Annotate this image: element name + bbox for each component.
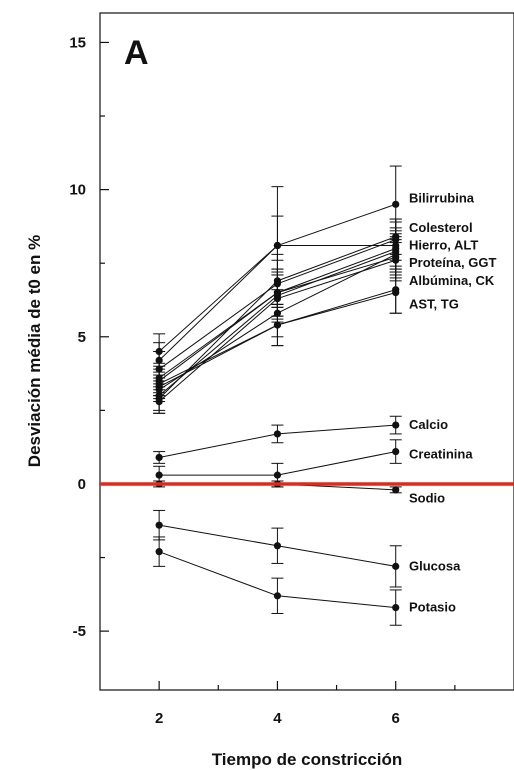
x-tick-label: 6 <box>392 710 400 727</box>
data-point <box>392 486 400 494</box>
series-label: Hierro, ALT <box>409 238 478 253</box>
y-tick-label: 10 <box>69 182 86 199</box>
series-label: Potasio <box>409 600 456 615</box>
series-label: Colesterol <box>409 220 473 235</box>
data-point <box>273 241 282 250</box>
x-axis-title: Tiempo de constricción <box>212 750 403 769</box>
x-tick-label: 2 <box>155 710 163 727</box>
y-tick-label: 5 <box>78 329 86 346</box>
plot-frame <box>99 12 514 691</box>
data-point <box>392 603 400 612</box>
series-label: Proteína, GGT <box>409 255 496 270</box>
series-labels: Bilirrubina Colesterol Hierro, ALT Proteína… <box>409 190 496 614</box>
series-layer <box>100 165 514 626</box>
data-point <box>392 447 400 456</box>
y-tick-label: -5 <box>73 623 86 640</box>
series-label: AST, TG <box>409 296 459 311</box>
data-point <box>273 592 282 600</box>
series-label: Creatinina <box>409 447 473 462</box>
y-tick-label: 15 <box>69 34 86 51</box>
data-point <box>273 430 282 438</box>
data-point <box>273 471 282 479</box>
y-tick-label: 0 <box>78 476 86 493</box>
x-tick-label: 4 <box>273 710 282 727</box>
data-point <box>392 289 400 297</box>
data-point <box>155 521 163 529</box>
data-point <box>273 542 282 550</box>
data-point <box>392 250 400 258</box>
data-point <box>273 321 282 329</box>
y-axis-title: Desviación média de t0 en % <box>25 235 44 467</box>
series-label: Glucosa <box>409 558 461 573</box>
series-label: Calcio <box>409 417 448 432</box>
series-label: Sodio <box>409 491 445 506</box>
data-point <box>155 471 163 479</box>
data-point <box>392 421 400 429</box>
series-label: Albúmina, CK <box>409 273 495 288</box>
data-point <box>392 200 400 208</box>
data-point <box>155 380 163 388</box>
data-point <box>392 562 400 570</box>
axis-ticks: -5 0 5 10 15 2 4 6 <box>69 34 456 727</box>
series-label: Bilirrubina <box>409 190 475 205</box>
panel-letter: A <box>124 34 149 72</box>
data-point <box>155 453 163 462</box>
data-point <box>155 548 163 556</box>
